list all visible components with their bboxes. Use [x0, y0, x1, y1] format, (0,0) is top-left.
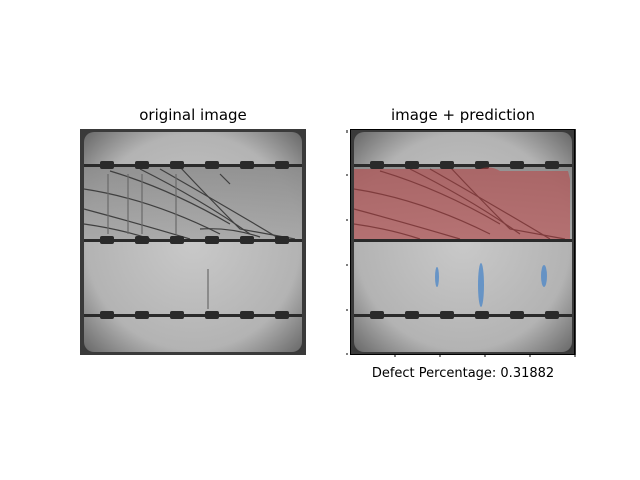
original-image: [80, 129, 306, 355]
defect-region-overlay: [354, 167, 570, 239]
prediction-image: [350, 129, 576, 355]
left-panel-title: original image: [139, 106, 247, 124]
axes-ticks: [346, 130, 576, 357]
right-panel-title: image + prediction: [390, 106, 536, 124]
defect-percentage-label: Defect Percentage: 0.31882: [371, 366, 555, 381]
crack-marks-overlay: [435, 263, 547, 307]
